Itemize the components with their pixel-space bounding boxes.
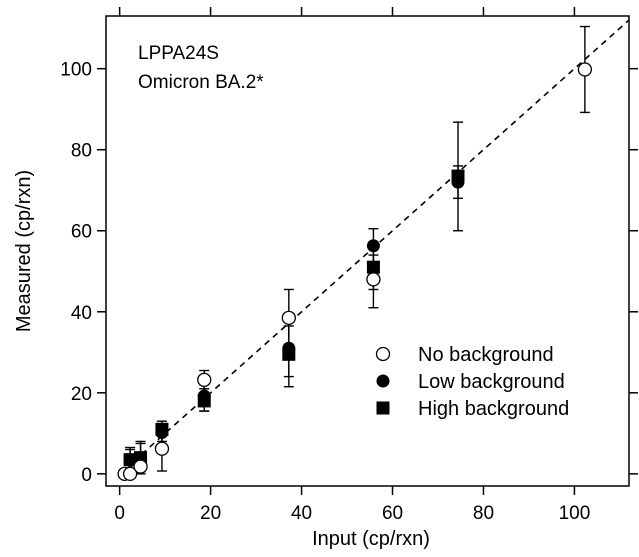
- reference-line: [132, 19, 630, 463]
- y-tick-label: 20: [71, 384, 92, 405]
- data-point: [366, 272, 381, 287]
- data-point: [197, 372, 212, 387]
- legend-label: No background: [418, 344, 554, 366]
- x-tick-label: 80: [473, 503, 494, 524]
- axis-ticks: 0 20 40 60 80 100 0 20 40 60 80 100: [60, 7, 638, 524]
- data-point: [281, 310, 296, 326]
- y-tick-label: 100: [60, 60, 92, 81]
- plot-frame: [105, 15, 630, 487]
- y-tick-label: 40: [71, 303, 92, 324]
- data-markers: [117, 62, 593, 481]
- x-axis-title: Input (cp/rxn): [312, 528, 430, 550]
- data-point: [155, 426, 169, 440]
- y-tick-label: 80: [71, 141, 92, 162]
- reference-line-layer: [132, 19, 630, 463]
- data-point: [123, 453, 137, 467]
- legend-label: Low background: [418, 371, 565, 393]
- data-point: [122, 466, 138, 481]
- data-point: [451, 175, 465, 189]
- data-point: [154, 441, 170, 456]
- x-tick-label: 40: [291, 503, 312, 524]
- y-tick-label: 60: [71, 222, 92, 243]
- x-tick-label: 0: [114, 503, 125, 524]
- y-axis-title: Measured (cp/rxn): [13, 170, 35, 332]
- data-point: [133, 459, 148, 474]
- data-point: [577, 62, 593, 77]
- legend-marker: [376, 401, 390, 415]
- legend: No background Low background High backgrou…: [375, 344, 569, 420]
- annotation-line-1: LPPA24S: [138, 43, 219, 64]
- legend-marker: [375, 346, 391, 362]
- data-point: [282, 341, 296, 355]
- data-point: [366, 260, 380, 274]
- legend-marker: [376, 374, 390, 388]
- data-point: [197, 389, 211, 403]
- data-point: [366, 239, 380, 253]
- y-tick-label: 0: [81, 465, 92, 486]
- annotation-line-2: Omicron BA.2*: [138, 72, 264, 93]
- x-tick-label: 20: [200, 503, 221, 524]
- legend-label: High background: [418, 398, 569, 420]
- x-tick-label: 100: [559, 503, 591, 524]
- x-tick-label: 60: [382, 503, 403, 524]
